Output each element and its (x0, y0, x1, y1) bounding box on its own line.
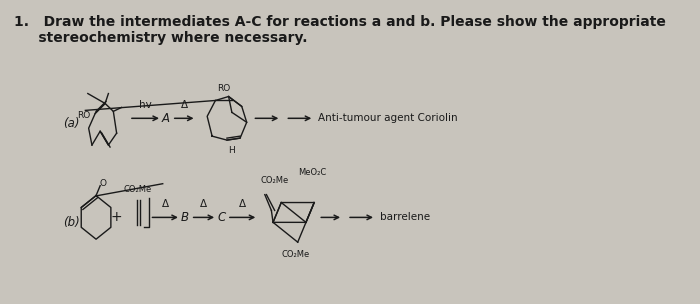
Text: Δ: Δ (200, 199, 207, 209)
Text: barrelene: barrelene (380, 212, 430, 223)
Text: stereochemistry where necessary.: stereochemistry where necessary. (14, 31, 307, 45)
Text: Anti-tumour agent Coriolin: Anti-tumour agent Coriolin (318, 113, 458, 123)
Text: O: O (99, 179, 106, 188)
Text: RO: RO (77, 111, 90, 120)
Text: Δ: Δ (162, 199, 169, 209)
Text: hv: hv (139, 100, 152, 110)
Text: CO₂Me: CO₂Me (124, 185, 152, 194)
Text: C: C (217, 211, 225, 224)
Text: MeO₂C: MeO₂C (298, 168, 327, 177)
Text: +: + (111, 210, 122, 224)
Text: CO₂Me: CO₂Me (282, 250, 310, 259)
Text: CO₂Me: CO₂Me (260, 176, 289, 185)
Text: Δ: Δ (239, 199, 246, 209)
Text: (a): (a) (63, 117, 80, 130)
Text: 1.   Draw the intermediates A-C for reactions a and b. Please show the appropria: 1. Draw the intermediates A-C for reacti… (14, 15, 666, 29)
Text: A: A (162, 112, 170, 125)
Text: B: B (181, 211, 189, 224)
Text: Δ: Δ (181, 100, 188, 110)
Text: H: H (228, 146, 235, 154)
Text: RO: RO (217, 84, 230, 93)
Text: (b): (b) (63, 216, 80, 229)
